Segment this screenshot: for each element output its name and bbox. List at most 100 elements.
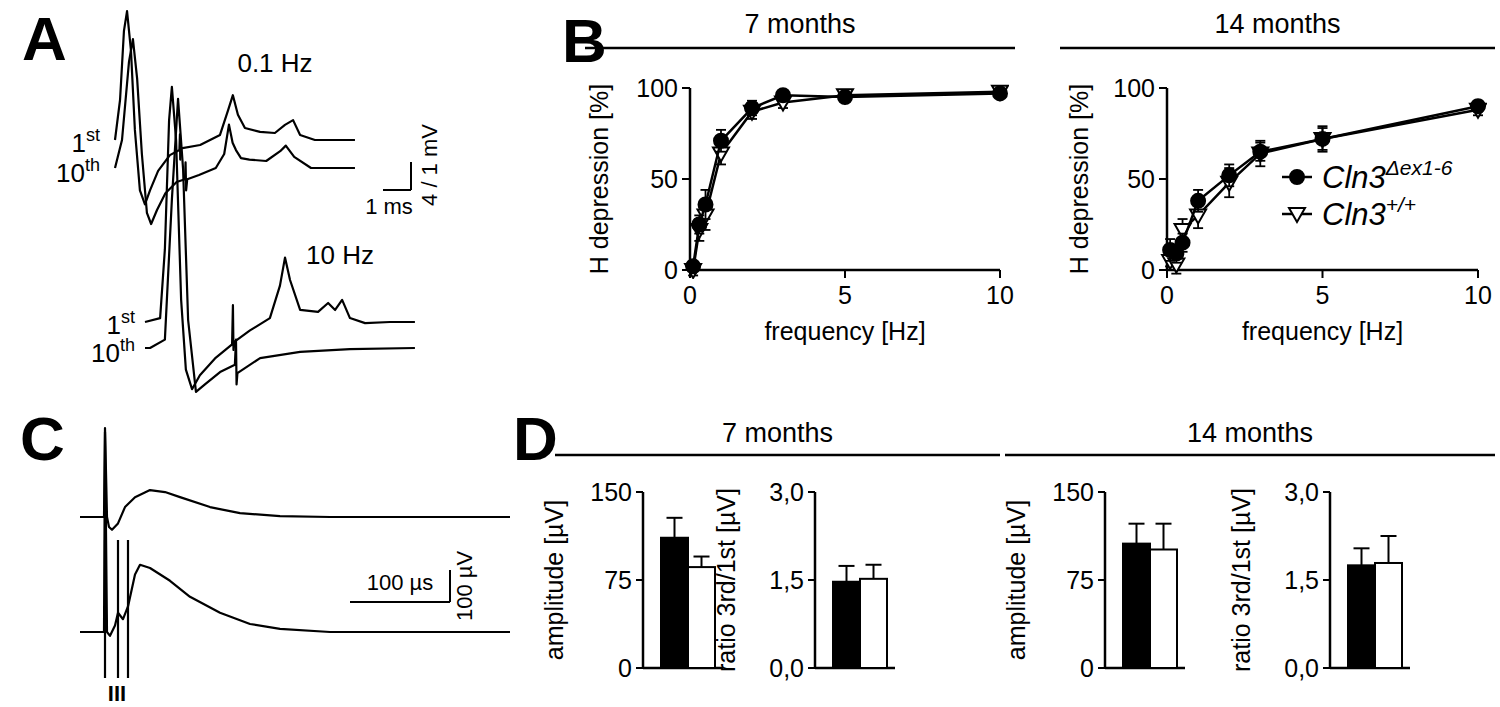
title-rule (585, 47, 1015, 50)
plot-area (833, 565, 887, 668)
marker (1176, 236, 1190, 250)
text-part: 1 (107, 310, 121, 340)
error-cap (1318, 151, 1328, 153)
scale-label: 100 µs (367, 570, 434, 595)
peak-marker (104, 540, 106, 678)
marker (776, 88, 790, 102)
superscript: th (85, 155, 100, 175)
y-tick (808, 667, 815, 669)
error-cap (1224, 185, 1234, 187)
bar (1123, 544, 1150, 668)
y-tick (636, 667, 643, 669)
error-bar (1156, 524, 1172, 550)
scale-bar-y (410, 162, 412, 190)
error-cap (1178, 218, 1188, 220)
text-part: 1 (72, 128, 86, 158)
bar (1348, 565, 1375, 668)
plot-area (685, 86, 1008, 278)
x-tick-label: 5 (1316, 281, 1330, 309)
panel-letter: A (22, 4, 67, 73)
y-tick (808, 491, 815, 493)
marker (1253, 145, 1267, 159)
trace (145, 99, 415, 392)
bar (1375, 563, 1402, 668)
error-cap (1255, 165, 1265, 167)
text-part: Cln3 (1322, 160, 1386, 195)
marker (1191, 194, 1205, 208)
peak-marker (127, 540, 129, 678)
y-tick (1323, 491, 1330, 493)
y-tick (1159, 178, 1167, 180)
scale-label: 1 ms (365, 194, 413, 219)
error-cap (1193, 211, 1203, 213)
series-line (1170, 106, 1478, 253)
trace-title: 0.1 Hz (237, 48, 312, 78)
error-cap (1171, 262, 1181, 264)
error-cap (716, 164, 726, 166)
series-line (693, 93, 1000, 266)
y-tick-label: 150 (1052, 478, 1094, 506)
trace (80, 428, 510, 530)
plot-area (1162, 99, 1486, 273)
trace-label: 1st (72, 125, 100, 158)
x-tick-label: 10 (1464, 281, 1492, 309)
error-line (1388, 536, 1390, 563)
y-tick-label: 0 (1080, 654, 1094, 682)
error-cap (1255, 140, 1265, 142)
chart-title: 7 months (722, 418, 833, 448)
y-axis-label: amplitude [µV] (540, 500, 568, 660)
y-tick-label: 3,0 (769, 478, 804, 506)
scale-bar-x (383, 189, 411, 191)
peak-marker (117, 540, 119, 678)
title-rule (555, 454, 1000, 457)
marker (1289, 208, 1305, 222)
text-part: Cln3 (1322, 197, 1386, 232)
marker (993, 86, 1007, 100)
error-line (1361, 548, 1363, 565)
x-tick (1477, 270, 1479, 278)
scale-label: 100 µV (452, 551, 477, 621)
error-cap (866, 564, 882, 566)
plot-area (1348, 536, 1402, 668)
marker (1316, 132, 1330, 146)
panel-letter: B (562, 6, 607, 75)
error-cap (1156, 523, 1172, 525)
error-bar (839, 566, 855, 582)
x-axis-label: frequency [Hz] (1242, 317, 1403, 345)
title-rule (1060, 47, 1495, 50)
x-axis-label: frequency [Hz] (764, 317, 925, 345)
y-tick-label: 0 (618, 654, 632, 682)
x-tick-label: 0 (1160, 281, 1174, 309)
figure: ABCD0.1 Hz1st10th10 Hz1st10th1 ms4 / 1 m… (0, 0, 1500, 707)
chart-title: 14 months (1214, 9, 1340, 39)
bar (1150, 549, 1177, 668)
text-part: 10 (56, 158, 85, 188)
title-rule (1005, 454, 1495, 457)
error-bar (1129, 524, 1145, 544)
marker (745, 101, 759, 115)
y-tick-label: 100 (636, 74, 678, 102)
error-cap (1318, 127, 1328, 129)
error-cap (1255, 142, 1265, 144)
bar (661, 538, 688, 668)
text-part: 10 (91, 338, 120, 368)
plot-area (1123, 524, 1177, 668)
error-line (873, 565, 875, 579)
y-tick (1323, 579, 1330, 581)
superscript: st (121, 307, 135, 327)
error-bar (1381, 536, 1397, 563)
error-cap (1381, 535, 1397, 537)
error-line (846, 566, 848, 582)
y-tick (636, 579, 643, 581)
trace (80, 432, 510, 636)
y-tick-label: 3,0 (1284, 478, 1319, 506)
error-bar (1354, 548, 1370, 565)
error-bar (866, 565, 882, 579)
error-line (674, 518, 676, 538)
marker (699, 197, 713, 211)
marker (1315, 133, 1331, 147)
peak-label: III (108, 681, 126, 706)
error-cap (1165, 238, 1175, 240)
superscript: th (120, 335, 135, 355)
error-cap (694, 233, 704, 235)
